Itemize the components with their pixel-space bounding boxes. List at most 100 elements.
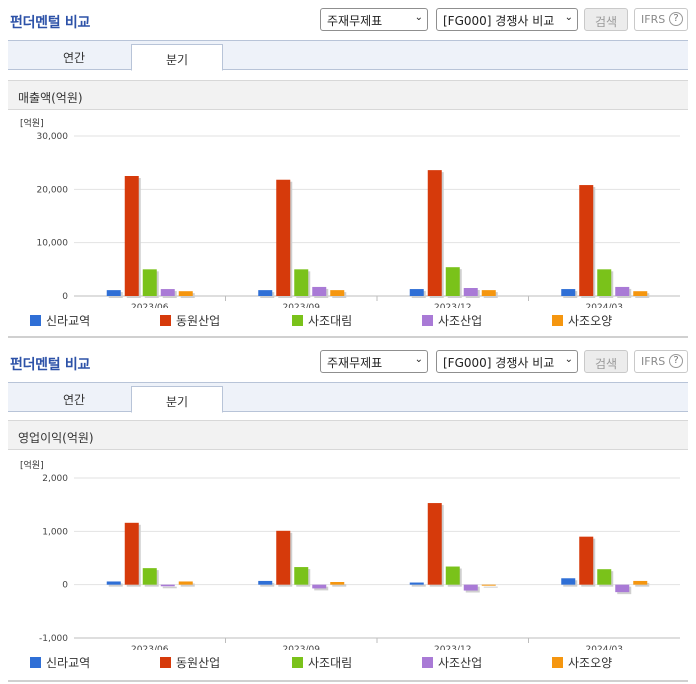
x-tick-label: 2023/12 <box>434 645 471 650</box>
legend-swatch <box>160 657 171 668</box>
legend-swatch <box>552 315 563 326</box>
peer-group-select[interactable]: [FG000] 경쟁사 비교 ⌄ <box>436 8 578 31</box>
bar <box>463 584 478 591</box>
bar <box>445 566 460 585</box>
legend-label: 동원산업 <box>176 656 221 670</box>
bar <box>615 584 630 593</box>
ifrs-button[interactable]: IFRS ? <box>634 8 688 31</box>
y-tick-label: 0 <box>62 581 68 591</box>
legend-item[interactable]: 동원산업 <box>160 312 220 329</box>
statement-type-value: 주재무제표 <box>327 14 383 28</box>
bar <box>124 176 139 296</box>
chevron-down-icon: ⌄ <box>564 12 573 23</box>
legend-label: 신라교역 <box>46 314 91 328</box>
y-tick-label: 0 <box>62 292 68 302</box>
bar <box>427 503 442 585</box>
y-tick-label: 10,000 <box>37 239 69 249</box>
tab-quarterly[interactable]: 분기 <box>131 386 223 413</box>
legend-swatch <box>552 657 563 668</box>
bar <box>276 179 291 296</box>
bar <box>276 530 291 585</box>
legend-item[interactable]: 동원산업 <box>160 654 220 671</box>
bar <box>160 584 175 587</box>
period-tabs: 연간 분기 <box>8 382 688 413</box>
bar <box>427 170 442 296</box>
statement-type-select[interactable]: 주재무제표 ⌄ <box>320 8 428 31</box>
bar <box>579 536 594 585</box>
legend-swatch <box>30 315 41 326</box>
tab-annual[interactable]: 연간 <box>62 51 86 65</box>
bar <box>312 286 327 296</box>
tab-annual[interactable]: 연간 <box>62 393 86 407</box>
unit-label: [억원] <box>20 117 44 129</box>
bar <box>330 582 345 585</box>
chevron-down-icon: ⌄ <box>564 354 573 365</box>
bar-shadow <box>162 586 177 589</box>
fundamental-panel-sales: 펀더멘털 비교 주재무제표 ⌄ [FG000] 경쟁사 비교 ⌄ 검색 IFRS… <box>0 0 696 340</box>
legend-swatch <box>160 315 171 326</box>
bar <box>597 269 612 296</box>
legend-label: 사조오양 <box>568 656 613 670</box>
chart-legend: 신라교역 동원산업 사조대림 사조산업 사조오양 <box>30 312 680 330</box>
y-tick-label: 30,000 <box>37 132 69 142</box>
help-icon: ? <box>669 354 683 368</box>
legend-item[interactable]: 사조오양 <box>552 312 612 329</box>
bar-shadow <box>332 584 347 587</box>
legend-item[interactable]: 사조대림 <box>292 654 352 671</box>
bar <box>160 289 175 296</box>
search-button[interactable]: 검색 <box>584 8 628 31</box>
legend-label: 사조산업 <box>438 656 483 670</box>
bar-shadow <box>483 586 498 588</box>
peer-group-value: [FG000] 경쟁사 비교 <box>443 14 555 28</box>
search-button[interactable]: 검색 <box>584 350 628 373</box>
bar-shadow <box>314 586 329 591</box>
metric-label: 영업이익(억원) <box>8 420 688 450</box>
bar <box>142 568 157 585</box>
bar <box>142 269 157 296</box>
legend-item[interactable]: 사조산업 <box>422 654 482 671</box>
legend-item[interactable]: 사조대림 <box>292 312 352 329</box>
bar <box>258 580 273 585</box>
metric-label: 매출액(억원) <box>8 80 688 110</box>
legend-label: 동원산업 <box>176 314 221 328</box>
statement-type-select[interactable]: 주재무제표 ⌄ <box>320 350 428 373</box>
legend-item[interactable]: 사조오양 <box>552 654 612 671</box>
panel-title: 펀더멘털 비교 <box>10 357 91 373</box>
chevron-down-icon: ⌄ <box>414 354 423 365</box>
legend-item[interactable]: 신라교역 <box>30 654 90 671</box>
legend-item[interactable]: 사조산업 <box>422 312 482 329</box>
panel-header: 펀더멘털 비교 주재무제표 ⌄ [FG000] 경쟁사 비교 ⌄ 검색 IFRS… <box>0 342 696 380</box>
divider <box>8 336 688 338</box>
bar <box>579 185 594 296</box>
bar <box>178 291 193 296</box>
legend-swatch <box>30 657 41 668</box>
legend-item[interactable]: 신라교역 <box>30 312 90 329</box>
fundamental-panel-operating-profit: 펀더멘털 비교 주재무제표 ⌄ [FG000] 경쟁사 비교 ⌄ 검색 IFRS… <box>0 342 696 684</box>
divider <box>8 680 688 682</box>
x-tick-label: 2023/12 <box>434 303 471 308</box>
y-tick-label: 2,000 <box>42 474 68 484</box>
legend-swatch <box>422 315 433 326</box>
help-icon: ? <box>669 12 683 26</box>
tab-quarterly[interactable]: 분기 <box>131 44 223 71</box>
legend-label: 사조대림 <box>308 314 353 328</box>
bar <box>481 290 496 296</box>
x-tick-label: 2023/06 <box>131 303 169 308</box>
bar <box>561 289 576 296</box>
bar <box>409 582 424 585</box>
panel-title: 펀더멘털 비교 <box>10 15 91 31</box>
peer-group-select[interactable]: [FG000] 경쟁사 비교 ⌄ <box>436 350 578 373</box>
x-tick-label: 2023/09 <box>283 303 321 308</box>
bar <box>106 290 121 296</box>
chevron-down-icon: ⌄ <box>414 12 423 23</box>
bar <box>312 584 327 589</box>
bar <box>178 581 193 585</box>
bar <box>463 288 478 296</box>
ifrs-button[interactable]: IFRS ? <box>634 350 688 373</box>
x-tick-label: 2024/03 <box>586 645 623 650</box>
bar-shadow <box>411 584 426 587</box>
y-tick-label: 20,000 <box>37 185 69 195</box>
legend-swatch <box>292 657 303 668</box>
bar-shadow <box>108 583 123 587</box>
panel-header: 펀더멘털 비교 주재무제표 ⌄ [FG000] 경쟁사 비교 ⌄ 검색 IFRS… <box>0 0 696 38</box>
